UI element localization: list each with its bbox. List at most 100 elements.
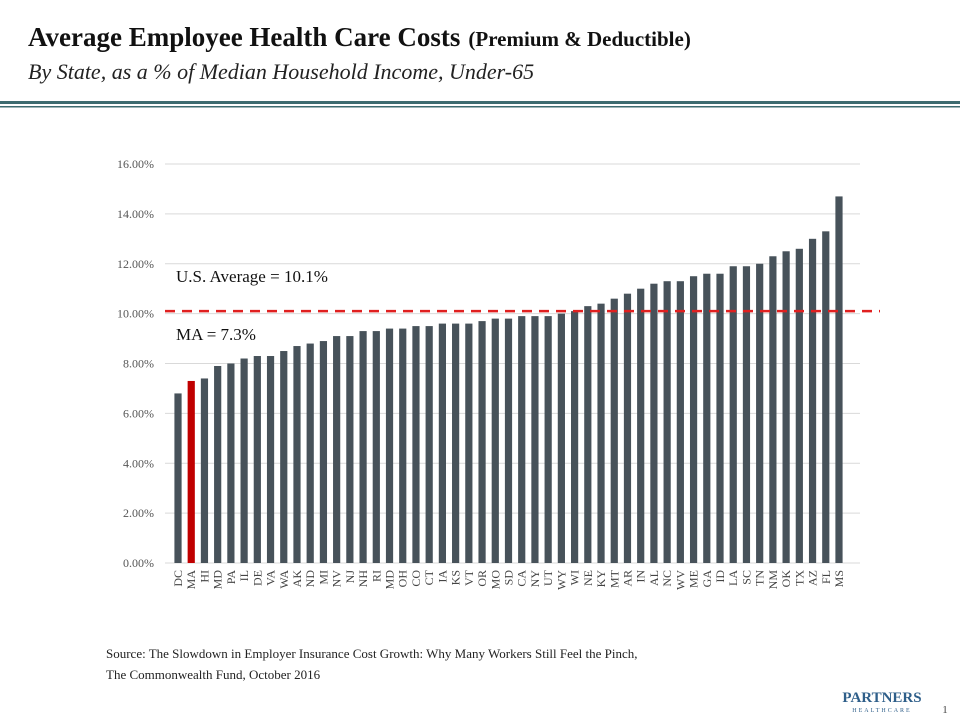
x-tick-label: NV (330, 570, 344, 588)
bar (399, 328, 407, 563)
x-tick-label: WA (277, 570, 291, 589)
bar (240, 358, 248, 563)
x-tick-label: TX (792, 570, 806, 586)
x-tick-label: IN (634, 570, 648, 583)
reference-label: U.S. Average = 10.1% (176, 267, 328, 286)
x-tick-label: UT (541, 569, 555, 586)
x-tick-label: HI (197, 570, 211, 583)
x-tick-label: VT (462, 569, 476, 586)
bar (412, 326, 420, 563)
x-tick-label: MI (316, 570, 330, 585)
title-group: Average Employee Health Care Costs (Premi… (28, 22, 691, 52)
bar (650, 283, 658, 563)
bar (742, 266, 751, 563)
x-tick-label: NE (581, 570, 595, 586)
x-tick-label: FL (819, 570, 833, 584)
x-tick-label: NM (766, 570, 780, 590)
x-tick-label: NH (356, 570, 370, 588)
bar (333, 336, 341, 563)
x-tick-label: IL (237, 570, 251, 581)
x-tick-label: WI (568, 570, 582, 585)
x-tick-label: WY (554, 570, 568, 590)
x-tick-label: OR (475, 570, 489, 587)
bar (385, 328, 394, 563)
bar (822, 231, 830, 564)
x-tick-label: AL (647, 570, 661, 586)
logo: PARTNERS (842, 690, 921, 706)
bar (346, 336, 354, 563)
bar (504, 318, 513, 563)
rule (0, 106, 960, 108)
bar (319, 341, 328, 563)
y-tick-label: 2.00% (123, 506, 154, 520)
y-tick-label: 8.00% (123, 357, 154, 371)
x-tick-label: OK (779, 570, 793, 588)
x-tick-label: RI (369, 570, 383, 582)
bar (174, 393, 182, 563)
bar (623, 293, 632, 563)
x-tick-label: MD (383, 570, 397, 590)
x-tick-label: DE (250, 570, 264, 586)
x-tick-label: IA (435, 570, 449, 583)
x-tick-label: CT (422, 569, 436, 585)
x-tick-label: ID (713, 570, 727, 583)
x-tick-label: MD (211, 570, 225, 590)
bar (227, 363, 235, 563)
bar (214, 365, 222, 563)
bar (306, 343, 314, 563)
annotation: MA = 7.3% (176, 325, 256, 344)
x-tick-label: SC (739, 570, 753, 585)
bar (187, 380, 195, 563)
x-tick-label: ND (303, 570, 317, 588)
rule (0, 101, 960, 104)
bar (425, 326, 433, 563)
chart-title: Average Employee Health Care Costs (28, 22, 460, 52)
x-tick-label: NJ (343, 570, 357, 584)
x-tick-label: VA (264, 570, 278, 586)
x-tick-label: AR (620, 570, 634, 587)
bar (663, 281, 671, 563)
x-tick-label: CO (409, 570, 423, 587)
bar (531, 316, 539, 563)
bar (200, 378, 209, 563)
x-tick-label: MA (184, 570, 198, 590)
bar (557, 313, 565, 563)
bar (795, 248, 803, 563)
bar (769, 256, 777, 563)
x-tick-label: KS (449, 570, 463, 585)
bar (584, 306, 592, 563)
y-tick-label: 14.00% (117, 207, 154, 221)
x-tick-label: WV (673, 570, 687, 590)
y-tick-label: 6.00% (123, 406, 154, 420)
bar (756, 263, 764, 563)
bar (835, 196, 843, 563)
y-tick-label: 16.00% (117, 157, 154, 171)
x-tick-label: NY (528, 570, 542, 588)
bar (703, 273, 711, 563)
title-note: (Premium & Deductible) (468, 27, 690, 51)
x-tick-label: SD (502, 570, 516, 586)
x-tick-label: KY (594, 570, 608, 588)
x-tick-label: CA (515, 570, 529, 587)
x-tick-label: NC (660, 570, 674, 587)
bar (610, 298, 618, 563)
x-tick-label: LA (726, 570, 740, 586)
bar (372, 331, 380, 563)
bar (808, 238, 817, 563)
x-tick-label: MT (607, 569, 621, 588)
bar (729, 266, 737, 563)
bar (637, 288, 645, 563)
x-tick-label: TN (753, 570, 767, 586)
bar (438, 323, 447, 563)
x-tick-label: MO (488, 570, 502, 590)
x-tick-label: AZ (806, 570, 820, 586)
y-tick-label: 0.00% (123, 556, 154, 570)
x-tick-label: MS (832, 570, 846, 587)
bar (253, 356, 261, 563)
bar (570, 311, 579, 563)
bar (716, 273, 724, 563)
bar (452, 323, 460, 563)
chart-subtitle: By State, as a % of Median Household Inc… (28, 59, 534, 84)
bar (478, 321, 486, 563)
bar (465, 323, 473, 563)
